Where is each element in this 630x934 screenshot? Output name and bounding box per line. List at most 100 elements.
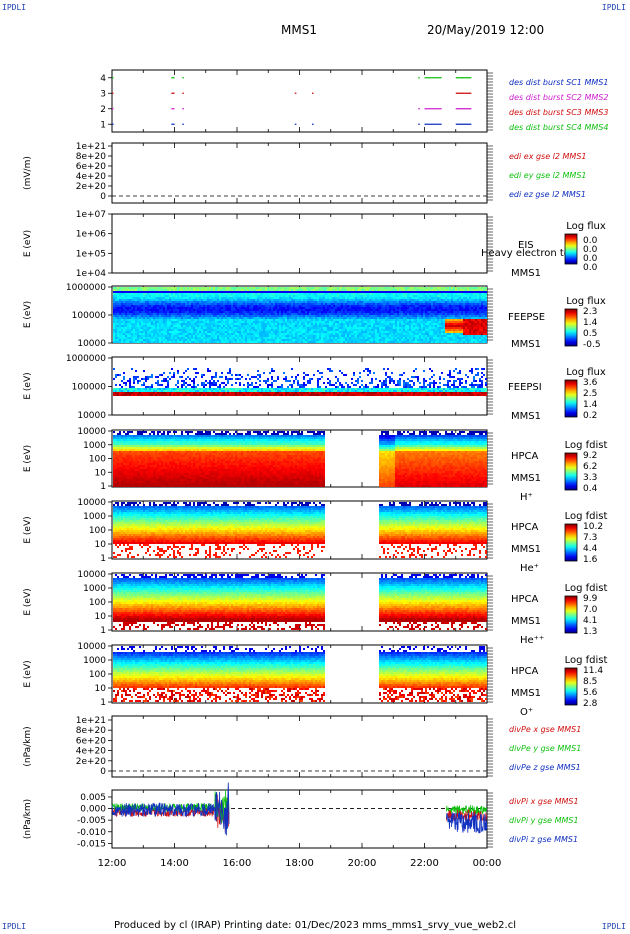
y-tick-label-hpca_hepp: 100	[89, 598, 106, 608]
colorbar-title-hpca_hepp: Log fdist	[565, 583, 608, 594]
y-tick-label-eis: 1e+06	[76, 230, 107, 240]
y-tick-label-hpca_h: 1000	[83, 441, 106, 451]
colorbar-tick-feepse: -0.5	[583, 340, 601, 350]
colorbar-tick-hpca_h: 0.4	[583, 484, 598, 494]
colorbar-eis	[564, 233, 578, 265]
colorbar-title-hpca_h: Log fdist	[565, 440, 608, 451]
colorbar-tick-hpca_he: 10.2	[583, 522, 603, 532]
y-tick-label-hpca_hepp: 10000	[77, 570, 106, 580]
y-axis-label-divpe: (nPa/km)	[23, 726, 33, 766]
colorbar-tick-hpca_h: 3.3	[583, 473, 597, 483]
corner-label-top-left: IPDLI	[2, 3, 26, 12]
legend-burst: des dist burst SC4 MMS4	[509, 123, 608, 132]
panel-label-hpca_h: HPCA	[511, 451, 539, 462]
y-tick-label-hpca_he: 1	[100, 554, 106, 564]
y-tick-label-eis: 1e+05	[76, 249, 106, 259]
colorbar-tick-hpca_h: 9.2	[583, 451, 597, 461]
colorbar-tick-hpca_he: 4.4	[583, 544, 598, 554]
legend-divpi: divPi z gse MMS1	[509, 835, 578, 844]
colorbar-title-feepsi: Log flux	[566, 367, 606, 378]
colorbar-tick-feepse: 2.3	[583, 307, 597, 317]
y-tick-label-divpe: 2e+20	[76, 757, 107, 767]
y-tick-label-feepse: 10000	[77, 339, 106, 349]
corner-label-top-right: IPDLI	[602, 3, 626, 12]
panel-label-hpca_he: He⁺	[520, 563, 539, 574]
colorbar-tick-hpca_he: 7.3	[583, 533, 597, 543]
legend-divpe: divPe z gse MMS1	[509, 763, 581, 772]
time-axis-label: 18:00	[285, 858, 314, 869]
y-tick-label-divpi: -0.005	[77, 816, 106, 826]
panel-label-feepsi: MMS1	[511, 411, 541, 422]
colorbar-tick-eis: 0.0	[583, 245, 598, 255]
spectrogram-hpca_he	[113, 502, 487, 558]
y-tick-label-divpe: 4e+20	[76, 747, 107, 757]
legend-divpe: divPe x gse MMS1	[509, 725, 581, 734]
panel-label-hpca_hepp: HPCA	[511, 594, 539, 605]
y-tick-label-hpca_hepp: 1	[100, 626, 106, 636]
y-tick-label-edi: 8e+20	[76, 152, 107, 162]
y-axis-label-edi: (mV/m)	[23, 156, 33, 190]
time-axis-label: 00:00	[473, 858, 502, 869]
panel-label-hpca_he: MMS1	[511, 544, 541, 555]
colorbar-tick-feepsi: 1.4	[583, 400, 598, 410]
colorbar-title-hpca_he: Log fdist	[565, 511, 608, 522]
panel-label-feepse: FEEPSE	[508, 312, 545, 323]
colorbar-tick-eis: 0.0	[583, 236, 598, 246]
y-axis-label-divpi: (nPa/km)	[23, 799, 33, 839]
colorbar-tick-hpca_o: 2.8	[583, 699, 598, 709]
panel-label-hpca_o: O⁺	[520, 707, 533, 718]
footer-credit: Produced by cl (IRAP) Printing date: 01/…	[0, 920, 630, 931]
corner-label-bottom-left: IPDLI	[2, 922, 26, 931]
colorbar-tick-feepsi: 2.5	[583, 389, 597, 399]
legend-divpi: divPi x gse MMS1	[509, 797, 579, 806]
y-tick-label-feepsi: 1000000	[66, 354, 106, 364]
colorbar-tick-hpca_hepp: 1.3	[583, 627, 597, 637]
colorbar-title-hpca_o: Log fdist	[565, 655, 608, 666]
panel-label-hpca_h: H⁺	[520, 492, 533, 503]
colorbar-hpca_he	[564, 523, 578, 562]
panel-label-feepsi: FEEPSI	[508, 382, 542, 393]
y-tick-label-hpca_he: 10	[95, 540, 107, 550]
colorbar-tick-hpca_o: 11.4	[583, 666, 603, 676]
y-tick-label-eis: 1e+07	[76, 210, 106, 220]
y-tick-label-hpca_o: 10	[95, 684, 107, 694]
colorbar-tick-eis: 0.0	[583, 254, 598, 264]
y-tick-label-divpi: 0.000	[80, 805, 106, 815]
y-tick-label-hpca_h: 10000	[77, 427, 106, 437]
colorbar-tick-hpca_hepp: 4.1	[583, 616, 597, 626]
y-tick-label-feepsi: 10000	[77, 411, 106, 421]
panel-label-feepse: MMS1	[511, 339, 541, 350]
panel-frame-edi	[111, 142, 488, 204]
y-axis-label-hpca_o: E (eV)	[23, 660, 33, 687]
y-tick-label-hpca_o: 1000	[83, 656, 106, 666]
colorbar-feepsi	[564, 379, 578, 418]
legend-divpe: divPe y gse MMS1	[509, 744, 581, 753]
y-tick-label-feepse: 100000	[72, 311, 107, 321]
colorbar-tick-hpca_he: 1.6	[583, 555, 598, 565]
time-axis-label: 22:00	[410, 858, 439, 869]
y-tick-label-edi: 0	[100, 192, 106, 202]
colorbar-tick-hpca_o: 8.5	[583, 677, 597, 687]
y-axis-label-hpca_hepp: E (eV)	[23, 588, 33, 615]
y-axis-label-hpca_h: E (eV)	[23, 445, 33, 472]
colorbar-hpca_hepp	[564, 595, 578, 634]
legend-edi: edi ey gse l2 MMS1	[509, 171, 587, 180]
legend-divpi: divPi y gse MMS1	[509, 816, 579, 825]
y-tick-label-divpi: -0.010	[77, 828, 106, 838]
panel-label-hpca_o: HPCA	[511, 666, 539, 677]
y-tick-label-edi: 6e+20	[76, 162, 107, 172]
spectrogram-hpca_o	[113, 646, 487, 702]
panel-label-hpca_o: MMS1	[511, 688, 541, 699]
spectrogram-hpca_hepp	[113, 574, 487, 630]
y-tick-label-feepsi: 100000	[72, 383, 107, 393]
page-datetime: 20/May/2019 12:00	[427, 23, 544, 37]
spectrogram-feepsi	[113, 368, 487, 396]
time-axis-label: 20:00	[348, 858, 377, 869]
colorbar-title-eis: Log flux	[566, 221, 606, 232]
y-tick-label-divpi: 0.005	[80, 793, 106, 803]
y-tick-label-burst: 3	[100, 89, 106, 99]
y-tick-label-hpca_h: 100	[89, 455, 106, 465]
time-axis-label: 16:00	[223, 858, 252, 869]
y-tick-label-hpca_he: 10000	[77, 498, 106, 508]
corner-label-bottom-right: IPDLI	[602, 922, 626, 931]
